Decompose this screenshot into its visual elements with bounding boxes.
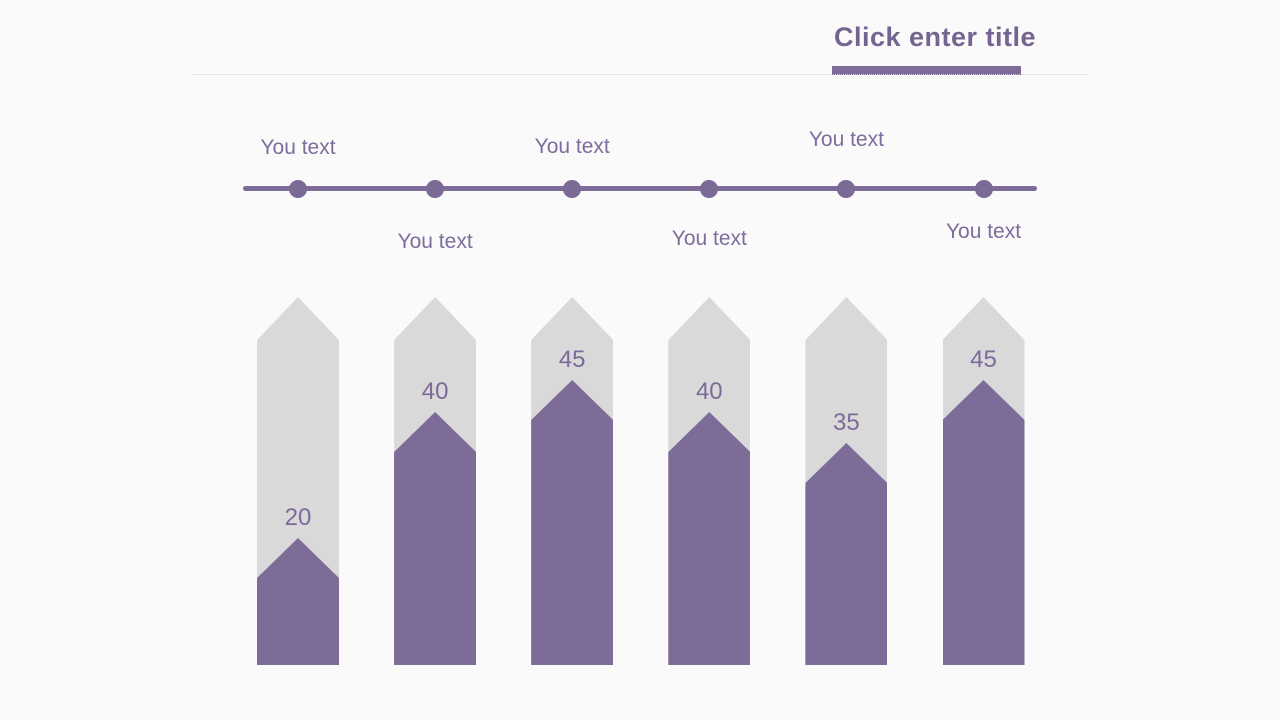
bar-column: 40: [394, 297, 477, 665]
title-accent-bar: [832, 66, 1021, 75]
bar-column: 35: [805, 297, 888, 665]
header-divider: [193, 74, 1088, 75]
timeline-label: You text: [534, 135, 610, 158]
timeline-line: [243, 186, 1037, 191]
bar-fill: [531, 380, 614, 665]
bar-fill: [942, 380, 1025, 665]
timeline-dot: [837, 179, 856, 198]
timeline-label: You text: [945, 220, 1022, 243]
timeline-label: You text: [260, 136, 336, 159]
timeline-label: You text: [808, 128, 884, 151]
timeline-label: You text: [671, 227, 747, 250]
bar-value-label: 20: [284, 504, 312, 531]
bar-column: 45: [531, 297, 614, 665]
bar-value-label: 45: [558, 346, 586, 373]
bar-fill: [805, 443, 888, 665]
timeline-dot: [426, 179, 445, 198]
timeline-dot: [700, 179, 719, 198]
bar-column: 45: [942, 297, 1025, 665]
bar-value-label: 40: [695, 378, 723, 405]
bar-column: 40: [668, 297, 751, 665]
bar-column: 20: [257, 297, 339, 665]
bar-fill: [394, 412, 477, 665]
bar-fill: [668, 412, 751, 665]
page-title: Click enter title: [833, 22, 1037, 52]
bar-value-label: 40: [421, 378, 449, 405]
bar-value-label: 35: [833, 409, 860, 436]
bar-value-label: 45: [970, 346, 997, 373]
timeline-dot: [563, 179, 582, 198]
timeline-dot: [289, 179, 307, 198]
timeline-dot: [974, 179, 993, 198]
timeline-label: You text: [397, 230, 473, 253]
